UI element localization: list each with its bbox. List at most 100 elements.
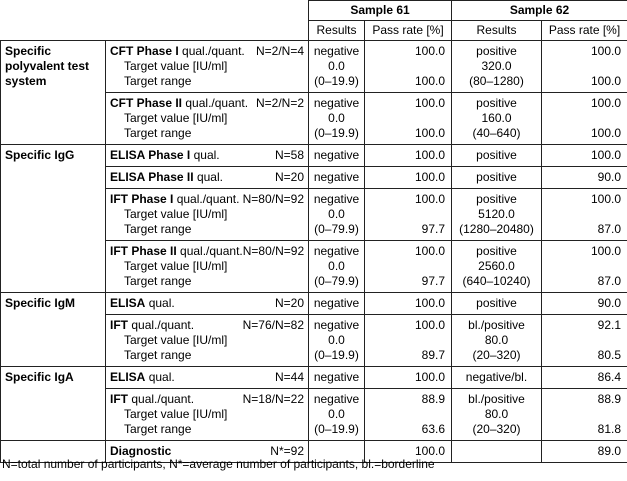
table-row: IFT qual./quant. N=76/N=82 Target value [I… [1, 314, 627, 367]
result-line: positive [476, 296, 517, 310]
test-name: IFT qual./quant. [110, 392, 194, 407]
pass-cell: 100.0 [364, 144, 452, 167]
test-detail: Target range [124, 274, 192, 288]
test-line: ELISA qual. N=20 [110, 296, 304, 311]
sample-header: Sample 61 [308, 0, 452, 21]
pass-line [369, 259, 445, 274]
test-detail: Target range [124, 348, 192, 362]
result-line: positive [476, 96, 517, 110]
results-cell: negative 0.0 (0–79.9) [308, 188, 365, 241]
result-line: negative [313, 96, 360, 110]
header-blank [1, 1, 309, 21]
results-cell: negative [308, 166, 365, 189]
pass-cell: 100.0 100.0 [541, 92, 627, 145]
pass-line [369, 207, 445, 222]
pass-line [546, 207, 621, 222]
result-line: (0–79.9) [314, 222, 359, 236]
results-cell: negative 0.0 (0–19.9) [308, 40, 365, 93]
test-name: ELISA qual. [110, 370, 175, 385]
test-cell: IFT Phase II qual./quant. N=80/N=92 Target… [105, 240, 309, 293]
result-line: (0–19.9) [314, 74, 359, 88]
pass-cell: 92.1 80.5 [541, 314, 627, 367]
test-title: CFT Phase II [110, 96, 183, 110]
column-header: Pass rate [%] [364, 20, 452, 41]
table-body: Specific polyvalent test system CFT Phase… [0, 40, 627, 463]
result-line: 0.0 [328, 259, 345, 273]
pass-line: 100.0 [590, 126, 621, 140]
test-title: IFT [110, 392, 128, 406]
test-title: ELISA [110, 370, 146, 384]
pass-line: 88.9 [421, 392, 445, 406]
result-line: (0–19.9) [314, 126, 359, 140]
results-cell: negative 0.0 (0–19.9) [308, 314, 365, 367]
test-title: IFT Phase I [110, 192, 174, 206]
pass-line: 100.0 [414, 370, 445, 384]
result-line: negative [313, 170, 360, 184]
pass-line: 86.4 [597, 370, 621, 384]
test-detail: Target value [IU/ml] [124, 407, 228, 421]
results-cell: positive 160.0 (40–640) [451, 92, 542, 145]
test-cell: ELISA qual. N=44 [105, 366, 309, 389]
result-line: 80.0 [484, 333, 509, 347]
result-line: negative [313, 392, 360, 406]
test-cell: Diagnostic N*=92 [105, 440, 309, 463]
header-blank [1, 21, 309, 41]
test-cell: ELISA Phase II qual. N=20 [105, 166, 309, 189]
pass-line [546, 259, 621, 274]
participants: N=58 [274, 148, 304, 162]
table-row: Diagnostic N*=92 100.0 89.0 [0, 440, 627, 463]
test-detail: Target range [124, 222, 192, 236]
result-line: positive [476, 148, 517, 162]
test-method: qual./quant. [176, 192, 240, 206]
pass-cell: 100.0 100.0 [541, 40, 627, 93]
test-method: qual./quant. [180, 244, 243, 258]
results-cell: negative 0.0 (0–19.9) [308, 92, 365, 145]
pass-cell: 89.0 [541, 440, 627, 463]
result-line: (640–10240) [462, 274, 531, 288]
pass-cell: 100.0 87.0 [541, 240, 627, 293]
test-method: qual. [148, 296, 175, 310]
participants: N=2/N=4 [255, 44, 304, 58]
pass-line: 100.0 [590, 244, 621, 258]
test-title: IFT Phase II [110, 244, 177, 258]
results-cell: negative/bl. [451, 366, 542, 389]
test-cell: IFT qual./quant. N=18/N=22 Target value [I… [105, 388, 309, 441]
result-line: (40–640) [472, 126, 521, 140]
result-line: positive [476, 244, 517, 258]
pass-line [546, 111, 621, 126]
pass-line: 100.0 [414, 244, 445, 258]
test-name: IFT Phase I qual./quant. [110, 192, 239, 207]
test-detail: Target value [IU/ml] [124, 59, 228, 73]
pass-cell: 100.0 89.7 [364, 314, 452, 367]
test-title: CFT Phase I [110, 44, 179, 58]
results-cell: positive 5120.0 (1280–20480) [451, 188, 542, 241]
result-line: (0–19.9) [314, 422, 359, 436]
pass-line: 100.0 [414, 96, 445, 110]
test-name: ELISA qual. [110, 296, 175, 311]
result-line: 5120.0 [478, 207, 515, 221]
test-name: IFT Phase II qual./quant. [110, 244, 243, 259]
pass-line [546, 407, 621, 422]
result-line: (1280–20480) [459, 222, 534, 236]
results-cell: positive 320.0 (80–1280) [451, 40, 542, 93]
header-row: Sample 61 Sample 62 [1, 0, 627, 21]
pass-line: 100.0 [590, 74, 621, 88]
pass-line: 100.0 [414, 126, 445, 140]
result-line: bl./positive [468, 318, 525, 332]
test-name: ELISA Phase II qual. [110, 170, 223, 185]
pass-line: 80.5 [597, 348, 621, 362]
test-detail: Target value [IU/ml] [124, 207, 228, 221]
group-cell: Specific IgM [0, 292, 106, 367]
footnote: N=total number of participants, N*=avera… [2, 457, 435, 471]
pass-cell: 100.0 100.0 [364, 92, 452, 145]
test-method: qual./quant. [182, 44, 245, 58]
result-line: positive [476, 192, 517, 206]
result-line: bl./positive [468, 392, 525, 406]
sample-header: Sample 62 [451, 0, 627, 21]
test-cell: CFT Phase II qual./quant. N=2/N=2 Target v… [105, 92, 309, 145]
test-cell: IFT qual./quant. N=76/N=82 Target value [I… [105, 314, 309, 367]
result-line: 0.0 [328, 207, 345, 221]
result-line: negative [313, 296, 360, 310]
result-line: 0.0 [328, 407, 345, 421]
group-cell: Specific polyvalent test system [0, 40, 106, 145]
